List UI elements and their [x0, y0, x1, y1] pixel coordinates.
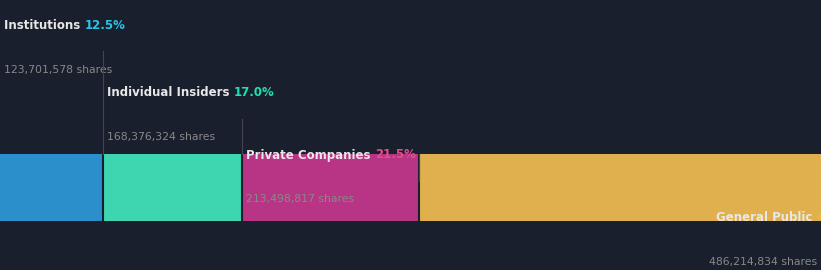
Text: 17.0%: 17.0%: [233, 86, 274, 99]
Text: 12.5%: 12.5%: [85, 19, 126, 32]
Text: 49.0%: 49.0%: [817, 211, 821, 224]
Text: General Public: General Public: [717, 211, 817, 224]
Text: 168,376,324 shares: 168,376,324 shares: [107, 132, 215, 142]
Bar: [0, 154, 103, 221]
Bar: [419, 154, 821, 221]
Text: 213,498,817 shares: 213,498,817 shares: [246, 194, 355, 204]
Text: Individual Insiders: Individual Insiders: [107, 86, 233, 99]
Text: 486,214,834 shares: 486,214,834 shares: [709, 256, 817, 266]
Text: 21.5%: 21.5%: [375, 148, 415, 161]
Bar: [103, 154, 242, 221]
Text: 123,701,578 shares: 123,701,578 shares: [4, 65, 112, 75]
Bar: [242, 154, 419, 221]
Text: Private Companies: Private Companies: [246, 148, 375, 161]
Text: Institutions: Institutions: [4, 19, 85, 32]
